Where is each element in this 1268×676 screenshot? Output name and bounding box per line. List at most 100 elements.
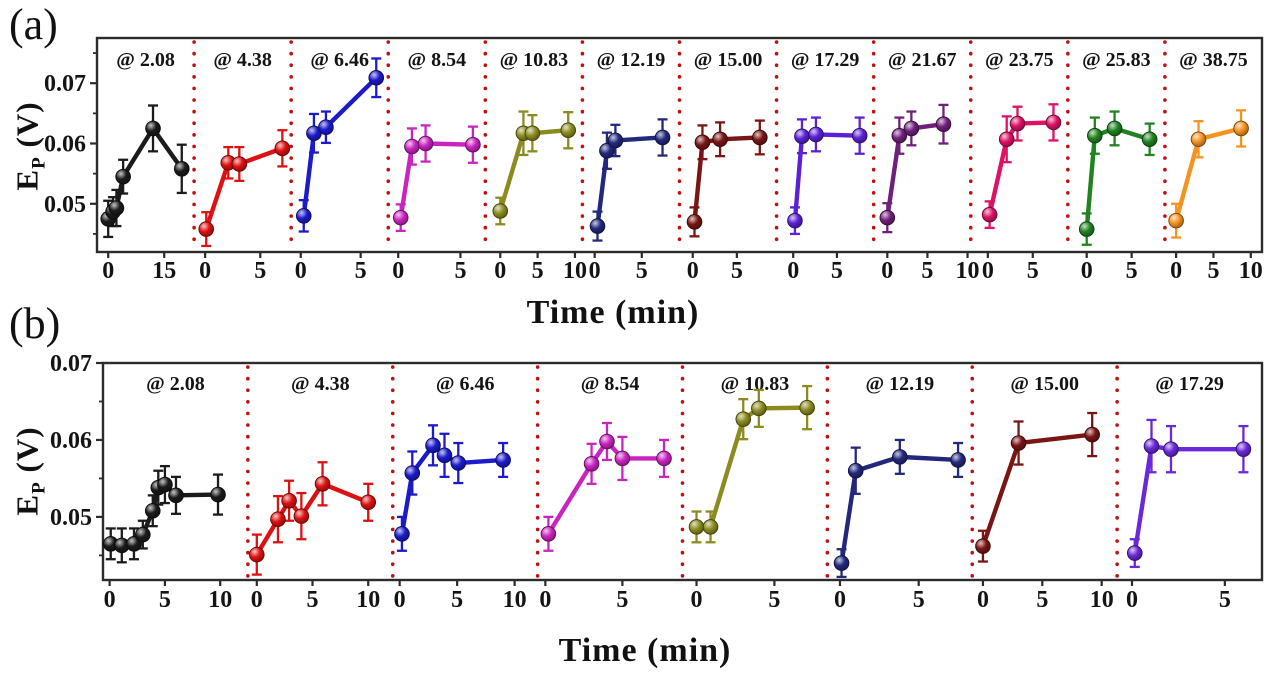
data-point-marker (1235, 441, 1252, 457)
data-point-marker (1009, 115, 1026, 132)
data-point-marker (1190, 131, 1207, 148)
data-point-marker (614, 450, 631, 467)
data-line (980, 432, 1095, 549)
data-point-marker (450, 455, 467, 471)
x-tick-label: 5 (1036, 587, 1048, 613)
data-point-marker (702, 519, 719, 535)
data-point-marker (270, 511, 286, 528)
panel-a: 0.050.060.070 15@ 2.080 5@ 4.380 5@ 6.460 5@… (44, 36, 1264, 284)
panel-a-x-axis-label: Time (min) (526, 294, 700, 331)
subplot-a-10: 0 5 @ 23.75 (968, 40, 1062, 284)
x-tick-label: 10 (208, 587, 232, 613)
data-point-marker (1126, 545, 1143, 561)
subplot-a-11: 0 5 @ 25.83 (1066, 40, 1158, 284)
data-point-marker (851, 127, 868, 144)
x-tick-label: 10 (956, 258, 980, 284)
data-point-marker (981, 206, 998, 223)
panel-a-y-axis-label: EP (V) (9, 101, 50, 191)
x-tick-label: 0 (539, 587, 551, 613)
x-tick-label: 5 (913, 587, 925, 613)
x-tick-label: 5 (451, 587, 463, 613)
subplot-a-2: 0 5 @ 4.38 (192, 40, 291, 284)
data-point-marker (998, 131, 1015, 148)
subplot-condition-label: @ 10.83 (500, 49, 569, 71)
data-point-marker (1106, 120, 1123, 137)
x-tick-label: 5 (1219, 587, 1231, 613)
x-tick-label: 5 (636, 258, 648, 284)
panel-b-x-axis-label: Time (min) (558, 632, 732, 669)
subplot-condition-label: @ 4.38 (213, 49, 272, 71)
data-point-marker (360, 494, 377, 511)
subplot-b-4: 0 5 @ 8.54 (535, 365, 672, 613)
x-tick-label: 0 (104, 587, 116, 613)
data-point-marker (1087, 127, 1103, 144)
x-tick-label: 0 (1126, 587, 1138, 613)
data-point-marker (735, 411, 752, 427)
data-point-marker (656, 450, 672, 467)
subplot-condition-label: @ 6.46 (436, 373, 495, 395)
x-tick-label: 0 (295, 258, 307, 284)
subplot-condition-label: @ 2.08 (146, 373, 205, 395)
data-point-marker (694, 134, 711, 151)
x-tick-label: 5 (831, 258, 843, 284)
subplot-condition-label: @ 8.54 (581, 373, 640, 395)
data-line (398, 141, 476, 220)
data-point-marker (607, 132, 624, 149)
subplot-b-1: 0 5 10 @ 2.08 (102, 373, 232, 613)
data-point-marker (654, 129, 671, 146)
data-point-marker (1143, 438, 1160, 454)
panel-b-y-axis-label: EP (V) (9, 426, 50, 516)
data-point-marker (589, 218, 606, 234)
subplot-condition-label: @ 6.46 (310, 49, 369, 71)
x-tick-label: 10 (563, 258, 587, 284)
data-point-marker (752, 129, 768, 146)
subplot-a-12: 0 5 10 @ 38.75 (1163, 40, 1263, 284)
data-point-marker (198, 221, 215, 237)
x-tick-label: 10 (356, 587, 380, 613)
x-tick-label: 5 (454, 258, 466, 284)
data-line (792, 132, 862, 223)
data-point-marker (368, 69, 385, 86)
x-tick-label: 5 (532, 258, 544, 284)
y-tick-label: 0.06 (44, 131, 86, 157)
subplot-condition-label: @ 12.19 (866, 373, 935, 395)
subplot-a-6: 0 5 @ 12.19 (580, 40, 671, 284)
subplot-a-8: 0 5 @ 17.29 (774, 40, 868, 284)
data-point-marker (314, 476, 331, 492)
data-point-marker (404, 138, 420, 155)
data-line (694, 405, 810, 530)
data-point-marker (799, 399, 815, 416)
data-point-marker (1078, 221, 1095, 237)
data-point-marker (787, 212, 803, 229)
panel-a-frame (95, 36, 1264, 254)
data-point-marker (751, 400, 767, 417)
x-tick-label: 0 (251, 587, 263, 613)
x-tick-label: 0 (199, 258, 211, 284)
data-point-marker (425, 437, 441, 454)
subplot-condition-label: @ 17.29 (791, 49, 860, 71)
data-point-marker (892, 449, 908, 465)
x-tick-label: 10 (503, 587, 527, 613)
x-tick-label: 5 (307, 587, 319, 613)
x-tick-label: 5 (1126, 258, 1138, 284)
panel-b-frame (101, 361, 1264, 582)
x-tick-label: 10 (1090, 587, 1114, 613)
subplot-a-5: 0 5 10 @ 10.83 (483, 40, 587, 284)
data-point-marker (808, 126, 824, 143)
x-tick-label: 5 (254, 258, 266, 284)
x-tick-label: 10 (1239, 258, 1263, 284)
x-tick-label: 5 (921, 258, 933, 284)
panel-a-letter: (a) (9, 0, 58, 49)
data-point-marker (794, 128, 810, 145)
y-tick-label: 0.05 (50, 505, 92, 531)
panel-b: 0.05 0.06 0.07 0 5 10 @ 2.08 0 5 10 @ 4.38 0 5 10 @ 6.… (50, 351, 1264, 613)
x-tick-label: 5 (1027, 258, 1039, 284)
data-point-marker (975, 538, 991, 554)
data-point-marker (144, 502, 161, 519)
x-tick-label: 0 (834, 587, 846, 613)
x-tick-label: 0 (102, 258, 114, 284)
subplot-a-3: 0 5 @ 6.46 (289, 40, 385, 284)
data-line (1084, 126, 1152, 232)
subplot-b-6: 0 5 @ 12.19 (825, 365, 966, 613)
